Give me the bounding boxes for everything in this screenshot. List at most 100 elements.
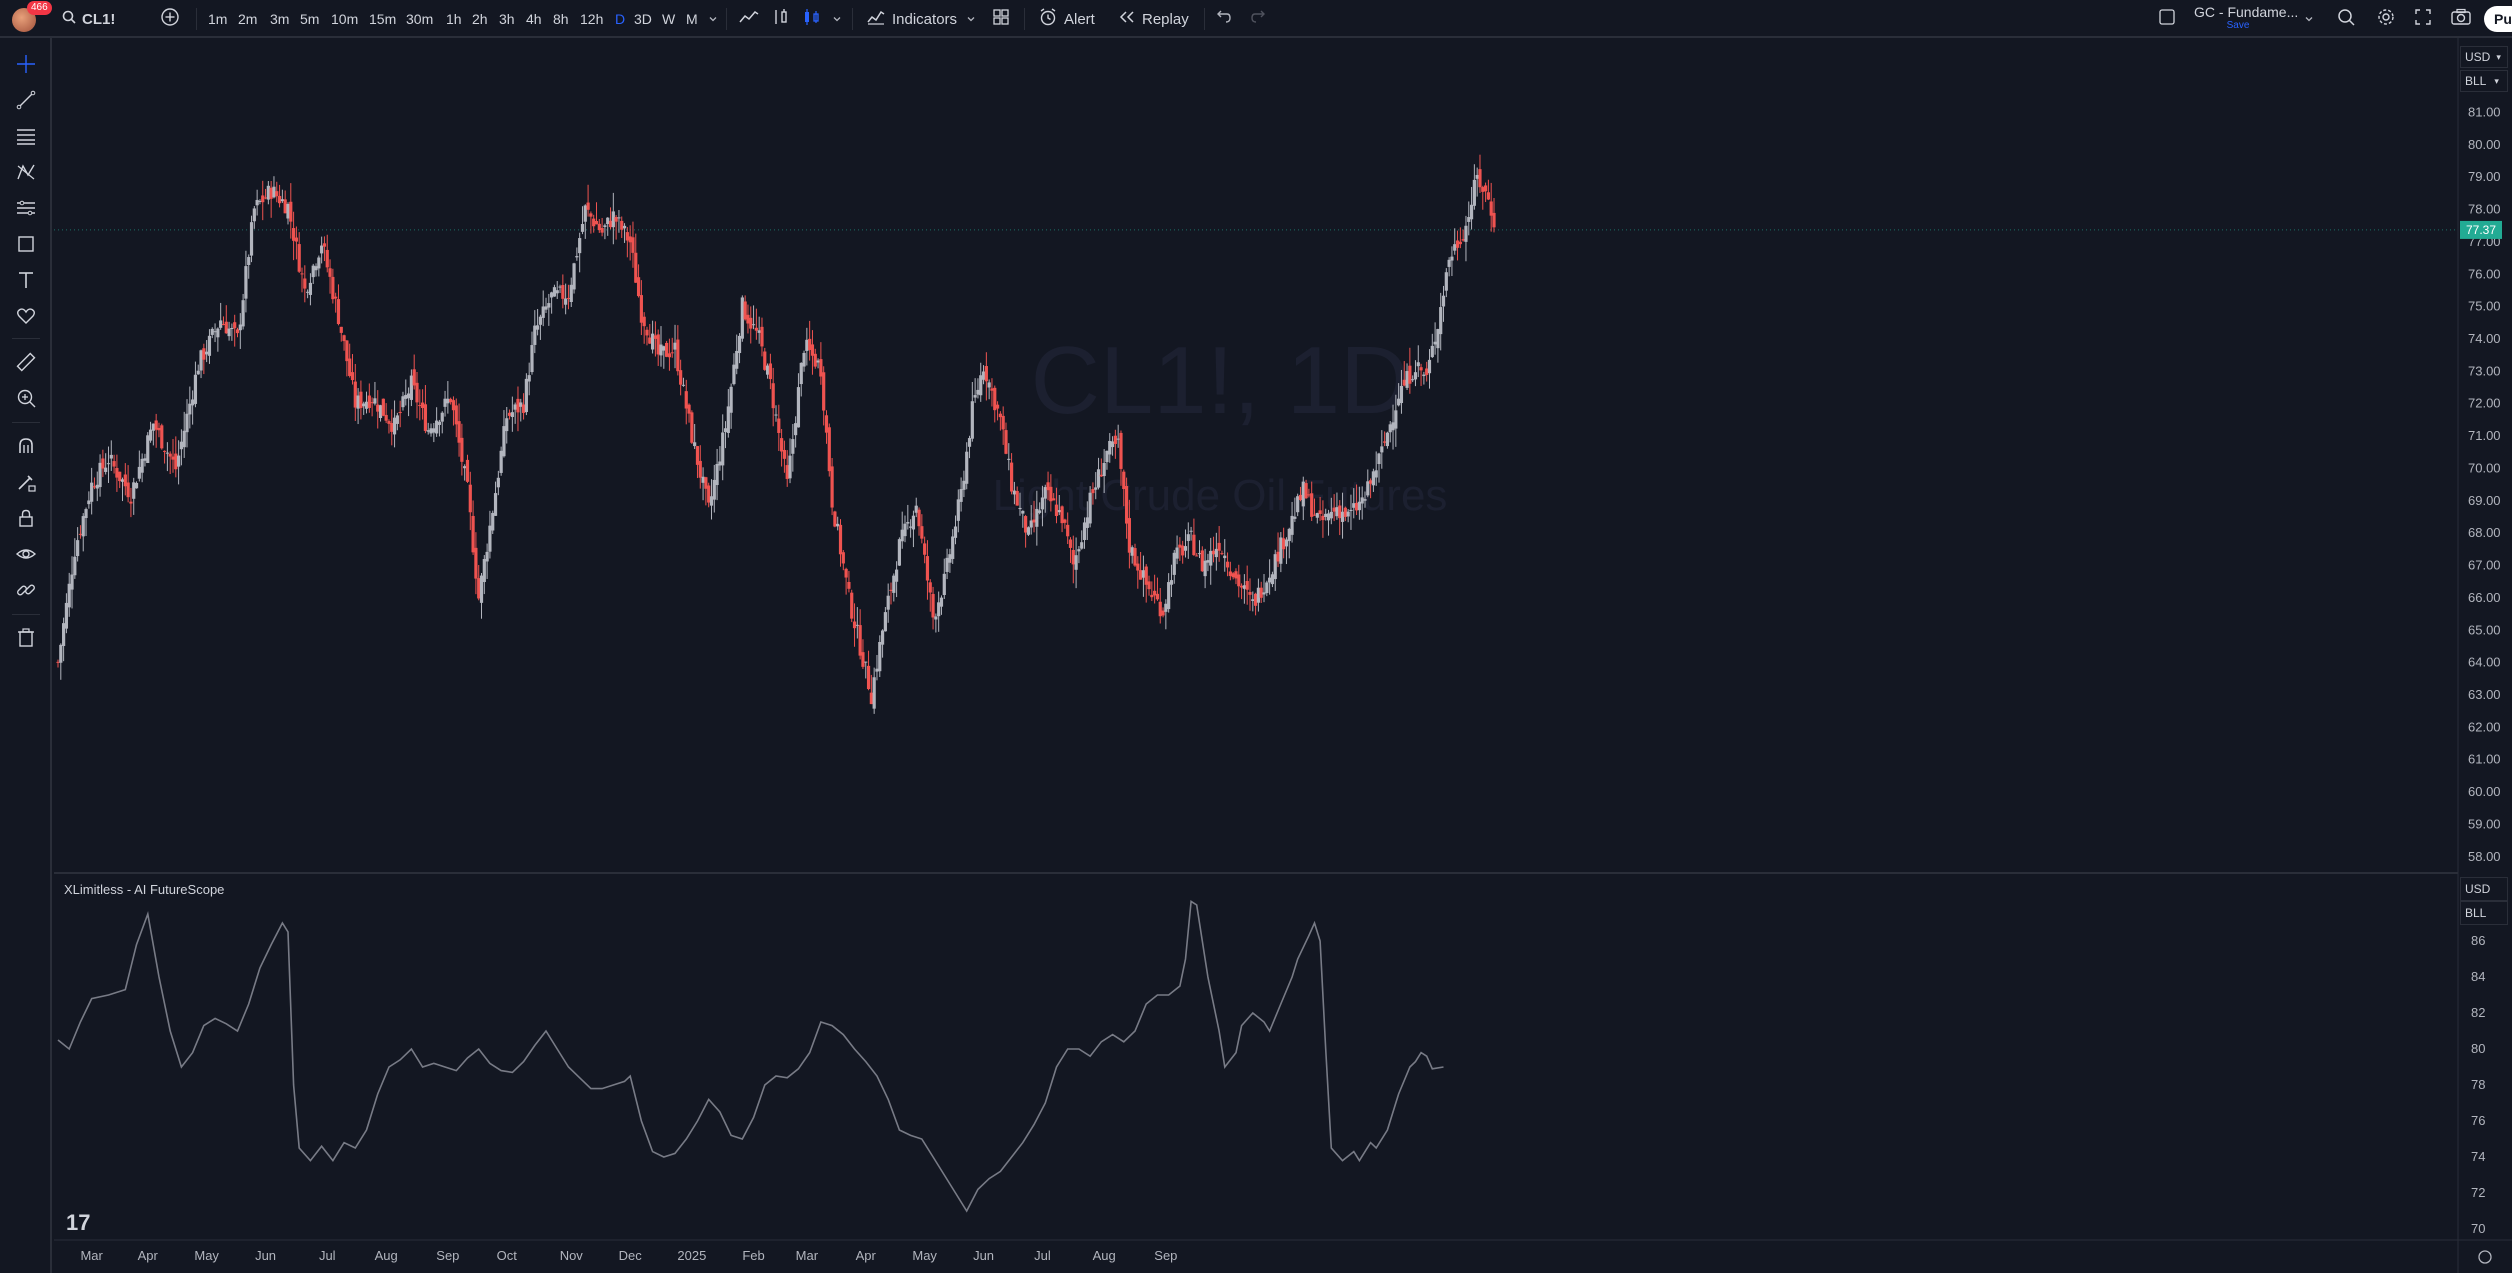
timeframe-2m[interactable]: 2m	[238, 11, 258, 27]
fullscreen-button[interactable]	[2414, 0, 2432, 38]
undo-button[interactable]	[1214, 0, 1232, 38]
candle-body	[126, 482, 130, 498]
time-tick-label: 2025	[677, 1248, 706, 1263]
indicator-currency-label[interactable]: USD	[2460, 877, 2508, 901]
settings-button[interactable]	[2376, 0, 2396, 38]
templates-button[interactable]	[992, 0, 1010, 38]
lock-drawings-tool[interactable]	[12, 506, 40, 534]
redo-button[interactable]	[1250, 0, 1268, 38]
timeframe-15m[interactable]: 15m	[369, 11, 397, 27]
candle-body	[185, 413, 189, 433]
time-axis-settings-button[interactable]	[2478, 1250, 2492, 1264]
indicator-unit-text: BLL	[2465, 906, 2487, 920]
magnet-tool[interactable]	[12, 434, 40, 462]
indicators-dropdown[interactable]	[966, 0, 976, 38]
candle-body	[530, 345, 534, 373]
time-tick-label: Nov	[560, 1248, 584, 1263]
candle-body	[970, 401, 974, 439]
currency-selector[interactable]: USD ▾	[2460, 46, 2508, 68]
timeframe-3d[interactable]: 3D	[634, 11, 652, 27]
candle-body	[280, 199, 284, 202]
timeframe-3h[interactable]: 3h	[499, 11, 515, 27]
pattern-tool[interactable]	[12, 160, 40, 188]
price-tick-label: 74.00	[2468, 331, 2501, 346]
compare-symbol-button[interactable]	[160, 0, 180, 38]
quick-search-button[interactable]	[2336, 0, 2356, 38]
remove-drawings-tool[interactable]	[12, 626, 40, 654]
chart-area[interactable]: CL1!, 1D Light Crude Oil Futures 82.0081…	[54, 38, 2512, 1273]
timeframe-m[interactable]: M	[686, 11, 698, 27]
candle-body	[920, 526, 924, 539]
text-tool[interactable]	[12, 268, 40, 296]
candle-body	[636, 277, 641, 297]
symbol-search[interactable]: CL1!	[62, 0, 115, 38]
chart-type-dropdown[interactable]	[832, 0, 842, 38]
time-tick-label: Jun	[255, 1248, 276, 1263]
timeframe-8h[interactable]: 8h	[553, 11, 569, 27]
candle-body	[1310, 493, 1314, 517]
candle-body	[1326, 513, 1331, 521]
sync-drawings-tool[interactable]	[12, 578, 40, 606]
candle-body	[639, 295, 643, 323]
indicator-axis[interactable]: 86 84 82 80 78 76 74 72 70	[2471, 933, 2485, 1236]
trend-line-tool[interactable]	[12, 88, 40, 116]
alert-button[interactable]: Alert	[1038, 0, 1095, 38]
timeframe-2h[interactable]: 2h	[472, 11, 488, 27]
timeframe-5m[interactable]: 5m	[300, 11, 320, 27]
layout-name-button[interactable]: GC - Fundame... Save	[2194, 4, 2304, 34]
timeframe-1h[interactable]: 1h	[446, 11, 462, 27]
timeframe-4h[interactable]: 4h	[526, 11, 542, 27]
zoom-tool[interactable]	[12, 386, 40, 414]
candle-body	[286, 203, 290, 219]
candle-body	[1315, 513, 1319, 518]
stay-in-drawing-mode-tool[interactable]	[12, 470, 40, 498]
timeframe-d[interactable]: D	[615, 11, 626, 27]
timeframe-12h[interactable]: 12h	[580, 11, 604, 27]
crosshair-tool[interactable]	[12, 52, 40, 80]
timeframe-w[interactable]: W	[662, 11, 676, 27]
divider	[12, 614, 40, 615]
timeframe-3m[interactable]: 3m	[270, 11, 290, 27]
candle-body	[277, 195, 282, 204]
measure-tool[interactable]	[12, 350, 40, 378]
hide-drawings-tool[interactable]	[12, 542, 40, 570]
candle-body	[320, 245, 324, 254]
price-axis[interactable]: 82.0081.0080.0079.0078.0077.0076.0075.00…	[2468, 72, 2501, 864]
unit-selector[interactable]: BLL ▾	[2460, 70, 2508, 92]
bar-chart-button[interactable]	[771, 0, 789, 38]
indicator-unit-label[interactable]: BLL	[2460, 901, 2508, 925]
fib-tool[interactable]	[12, 124, 40, 152]
shapes-tool[interactable]	[12, 232, 40, 260]
candle-body	[1040, 497, 1045, 510]
candle-body	[746, 314, 750, 324]
replay-button[interactable]: Replay	[1118, 0, 1189, 38]
tradingview-logo[interactable]: 17	[66, 1210, 90, 1235]
indicators-button[interactable]: Indicators	[866, 0, 957, 38]
forecast-tool[interactable]	[12, 196, 40, 224]
candle-body	[328, 268, 332, 277]
candle-body	[1110, 441, 1115, 448]
candle-body	[625, 232, 629, 241]
indicator-title[interactable]: XLimitless - AI FutureScope	[64, 882, 224, 897]
candle-body	[1338, 505, 1342, 519]
timeframe-10m[interactable]: 10m	[331, 11, 359, 27]
chevron-down-icon	[832, 11, 842, 28]
timeframe-1m[interactable]: 1m	[208, 11, 228, 27]
snapshot-button[interactable]	[2450, 0, 2472, 38]
candle-body	[1178, 544, 1182, 548]
layout-dropdown[interactable]	[2304, 0, 2314, 38]
timeframe-30m[interactable]: 30m	[406, 11, 434, 27]
candle-body	[875, 668, 879, 672]
timeframe-dropdown[interactable]	[708, 0, 718, 38]
candle-body	[230, 328, 234, 330]
layout-checkbox[interactable]	[2158, 0, 2176, 38]
time-axis[interactable]: Mar Apr May Jun Jul Aug Sep Oct Nov Dec 2025 Feb Mar…	[80, 1248, 1177, 1263]
publish-button[interactable]: Pu	[2484, 6, 2512, 32]
indicator-plot	[57, 900, 1444, 1213]
candles-button[interactable]	[802, 0, 822, 38]
candle-body	[1080, 542, 1084, 549]
candle-body	[1318, 510, 1322, 514]
candle-body	[90, 482, 94, 502]
line-chart-button[interactable]	[738, 0, 760, 38]
favorites-tool[interactable]	[12, 304, 40, 332]
